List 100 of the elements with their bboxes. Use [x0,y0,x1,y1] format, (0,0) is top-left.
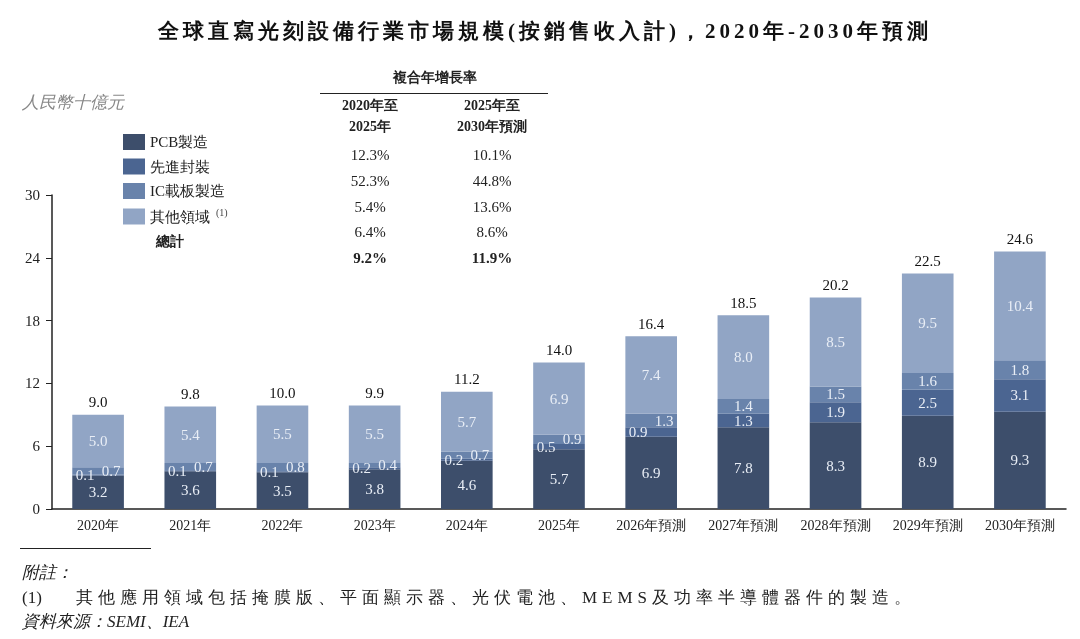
x-tick-label: 2023年 [353,517,396,533]
y-tick-label: 30 [25,187,40,203]
data-label: 0.2 [444,451,464,468]
data-label: 5.0 [88,432,108,449]
x-tick-label: 2026年預測 [616,517,687,533]
text: 12.3% [350,146,390,165]
data-label: 0.8 [286,459,305,476]
y-axis-title: 人民幣十億元 [21,93,125,112]
x-tick-label: 2024年 [445,517,488,533]
bar [256,405,309,463]
total-label: 16.4 [638,315,665,332]
data-label: 5.5 [273,426,292,443]
x-tick-label: 2021年 [169,517,212,533]
data-label: 3.8 [365,481,385,498]
bar [809,402,862,423]
data-label: 1.5 [826,386,845,403]
total-label: 24.6 [1006,231,1034,248]
bar [625,336,677,414]
data-label: 10.4 [1006,297,1034,314]
bar [809,297,862,387]
text: 2020年至 2025年 [342,97,398,136]
x-tick-label: 2030年預測 [984,517,1055,533]
bar [901,372,954,390]
legend-label: PCB製造 [150,134,209,150]
data-label: 2.5 [918,394,938,411]
data-label: 0.4 [378,457,398,474]
bar [901,273,954,373]
data-label: 5.4 [180,426,201,443]
data-label: 7.8 [733,460,753,477]
data-label: 0.9 [562,431,582,448]
total-label: 10.0 [269,384,296,401]
data-label: 9.5 [918,315,938,332]
y-tick-label: 18 [25,312,40,329]
text: 44.8% [472,171,512,191]
data-label: 1.8 [1010,361,1030,378]
annotation: 6.4% [354,223,386,243]
data-label: 0.1 [167,462,187,479]
legend-label: 其他領域(1) [150,207,228,225]
data-label: 0.7 [193,458,214,475]
bar [809,422,862,509]
x-tick-label: 2020年 [77,517,120,533]
y-tick-label: 0 [32,501,40,517]
total-label: 22.5 [914,253,941,269]
data-label: 4.6 [457,476,477,493]
data-label: 7.4 [641,367,662,384]
total-label: 11.2 [453,371,480,388]
data-label: 5.5 [365,426,385,443]
data-label: 1.6 [918,373,938,390]
bar [994,360,1046,380]
data-label: 6.9 [549,390,569,407]
source-note: 資料來源：SEMI、IEA [22,611,190,632]
total-label: 9.0 [88,394,108,411]
data-label: 0.2 [352,460,372,477]
total-label: 18.5 [730,294,757,311]
data-label: 8.9 [918,454,938,471]
y-tick-label: 12 [25,375,40,392]
data-label: 0.9 [628,424,648,441]
data-label: 8.5 [826,334,845,351]
annotation: 11.9% [471,249,513,269]
x-tick-label: 2025年 [538,517,580,533]
annotation: 9.2% [353,249,387,269]
total-label: 9.9 [365,384,385,401]
data-label: 1.3 [733,412,753,429]
bar [441,391,493,452]
text: 2025年至 2030年預測 [457,97,527,136]
data-label: 6.9 [641,464,661,481]
y-tick-label: 24 [25,249,41,266]
legend-label: IC載板製造 [150,183,225,199]
data-label: 1.3 [654,412,674,429]
data-label: 8.0 [733,349,753,366]
bar [994,379,1046,412]
total-label: 14.0 [545,341,573,358]
total-label: 20.2 [822,277,849,294]
x-tick-label: 2022年 [261,517,304,533]
annotation: 總計 [156,233,184,251]
x-tick-label: 2028年預測 [800,517,871,533]
data-label: 5.7 [457,413,477,430]
data-label: 0.7 [101,462,121,479]
bar [901,389,954,416]
data-label: 1.9 [826,404,845,421]
data-label: 3.6 [180,482,201,499]
data-label: 0.5 [536,438,556,455]
annotation: 5.4% [354,197,386,217]
bar [901,415,954,509]
data-label: 9.3 [1010,452,1030,469]
data-label: 8.3 [826,457,845,474]
bar [625,436,677,509]
x-tick-label: 2029年預測 [892,517,963,533]
bar [994,251,1046,361]
data-label: 3.2 [88,484,108,501]
data-label: 0.1 [260,463,279,480]
text: 複合年增長率 [393,69,477,87]
bar [164,406,217,463]
legend-label: 先進封裝 [150,158,210,175]
bar [717,399,770,414]
bar [533,362,585,435]
text: (1) 其他應用領域包括掩膜版、平面顯示器、光伏電池、MEMS及功率半導體器件的製造。 [22,587,917,607]
chart-title: 全球直寫光刻設備行業市場規模(按銷售收入計)，2020年-2030年預測 [158,19,932,43]
data-label: 1.4 [733,398,754,415]
bar [717,427,770,509]
